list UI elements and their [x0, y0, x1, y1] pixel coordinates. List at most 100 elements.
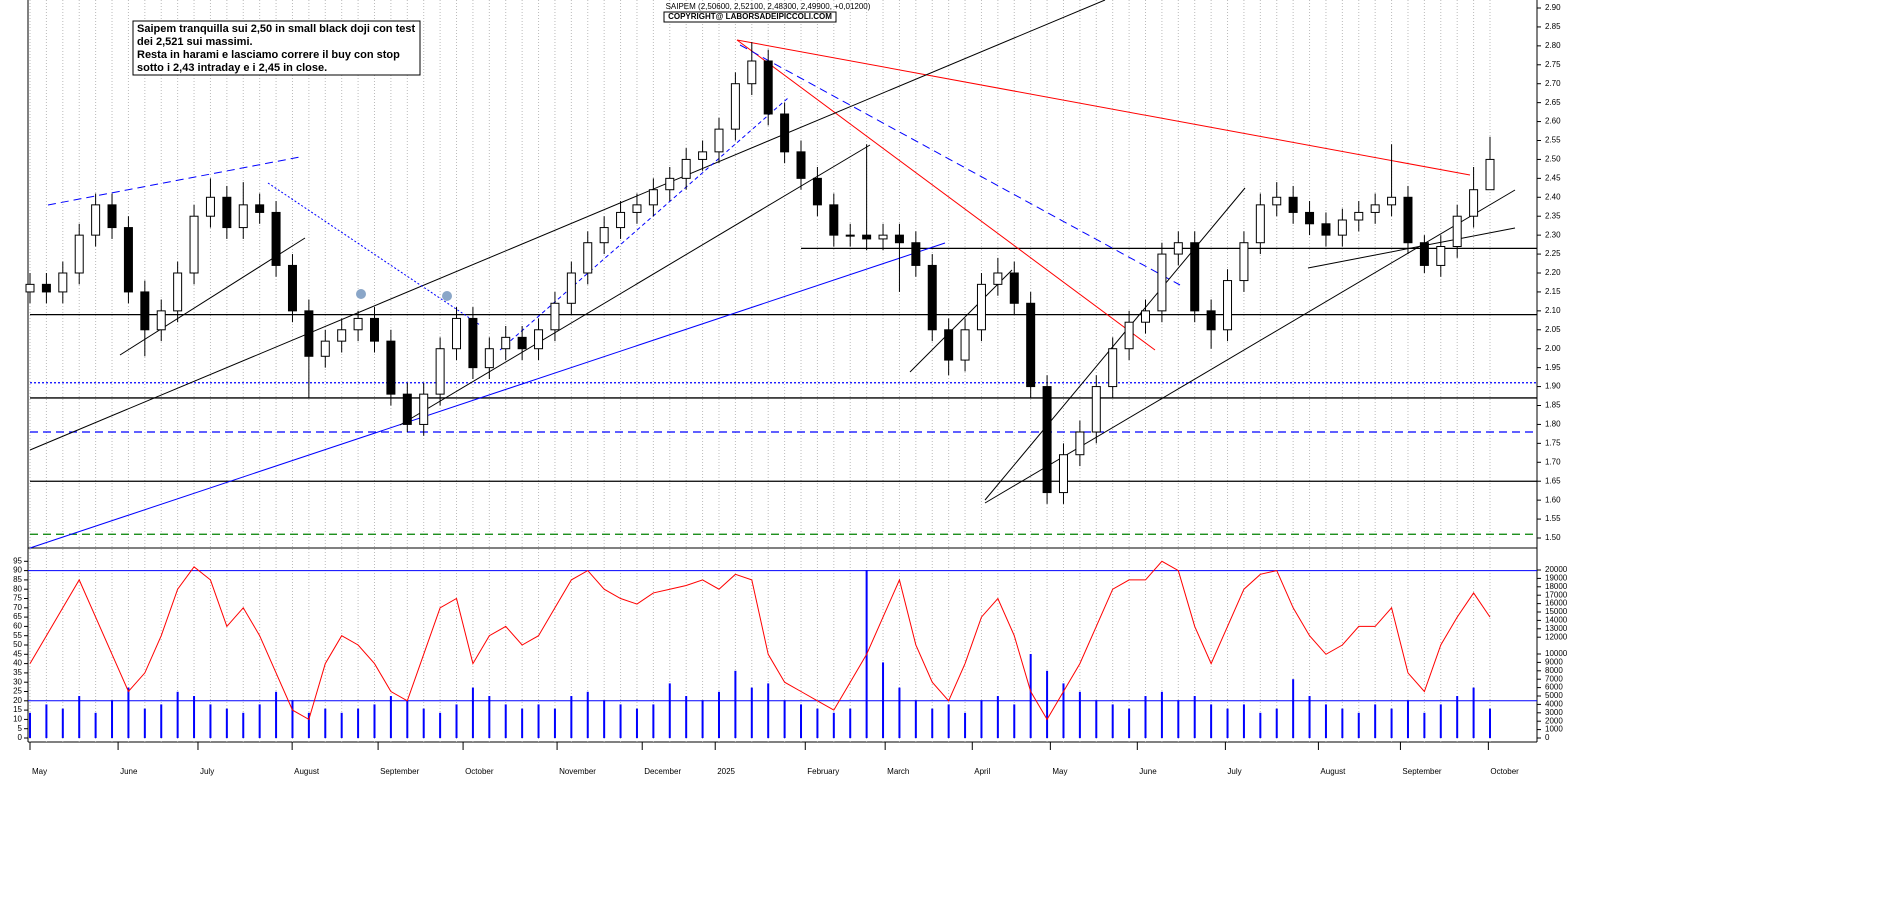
volume-tick-label: 0 [1545, 733, 1550, 742]
volume-bar [816, 708, 819, 738]
volume-bar [193, 696, 196, 738]
candle-body [353, 317, 363, 331]
trend-line [909, 269, 1013, 373]
volume-bar [1341, 708, 1344, 738]
candle-body [484, 348, 494, 369]
volume-bar [143, 708, 146, 738]
volume-bar [258, 704, 261, 738]
x-tick-label: March [887, 767, 909, 776]
candle-body [796, 151, 806, 179]
osc-tick-label: 35 [13, 668, 22, 677]
volume-bar [1275, 708, 1278, 738]
volume-bar [1177, 700, 1180, 738]
candle-body [1223, 280, 1233, 331]
x-tick-label: December [644, 767, 681, 776]
candle-body [1469, 189, 1479, 217]
x-tick-label: April [974, 767, 990, 776]
volume-tick-label: 14000 [1545, 616, 1568, 625]
osc-tick-label: 40 [13, 659, 22, 668]
y-tick-label: 2.00 [1545, 344, 1561, 353]
volume-bar [1226, 708, 1229, 738]
osc-tick-label: 50 [13, 640, 22, 649]
candle-body [386, 340, 396, 395]
volume-tick-label: 2000 [1545, 716, 1563, 725]
volume-bar [1128, 708, 1131, 738]
annotation-line: dei 2,521 sui massimi. [137, 36, 253, 48]
volume-tick-label: 16000 [1545, 599, 1568, 608]
candle-body [402, 393, 412, 425]
volume-bar [1062, 683, 1065, 738]
marker [442, 291, 452, 301]
volume-bar [422, 708, 425, 738]
volume-bar [127, 687, 130, 738]
osc-tick-label: 0 [18, 733, 23, 742]
y-tick-label: 2.45 [1545, 173, 1561, 182]
trend-line [736, 39, 1156, 351]
y-tick-label: 2.35 [1545, 211, 1561, 220]
y-tick-label: 1.85 [1545, 401, 1561, 410]
annotation-box: Saipem tranquilla sui 2,50 in small blac… [132, 20, 421, 76]
volume-bar [1078, 691, 1081, 738]
candle-body [681, 158, 691, 179]
trend-line [267, 182, 481, 326]
candle-body [238, 204, 248, 229]
candle-body [534, 329, 544, 350]
volume-bar [471, 687, 474, 738]
candle-body [812, 177, 822, 206]
volume-bar [603, 700, 606, 738]
volume-bar [996, 696, 999, 738]
volume-bar [685, 696, 688, 738]
volume-bar [1456, 696, 1459, 738]
candle-body [1058, 454, 1068, 494]
candle-body [976, 283, 986, 331]
candle-body [1452, 215, 1462, 247]
marker [356, 289, 366, 299]
volume-bar [1489, 708, 1491, 738]
candle-body [501, 336, 511, 350]
y-tick-label: 1.50 [1545, 533, 1561, 542]
volume-bar [1111, 704, 1114, 738]
volume-bar [668, 683, 671, 738]
volume-tick-label: 13000 [1545, 624, 1568, 633]
candle-body [1419, 242, 1429, 266]
chart-title: SAIPEM (2,50600, 2,52100, 2,48300, 2,499… [666, 2, 871, 11]
candle-body [1009, 272, 1019, 304]
volume-bar [619, 704, 622, 738]
volume-bar [373, 704, 376, 738]
osc-tick-label: 85 [13, 575, 22, 584]
candle-body [1141, 310, 1151, 323]
candle-body [140, 291, 150, 331]
candle-body [1042, 386, 1052, 494]
volume-bar [307, 712, 310, 738]
candle-body [862, 234, 872, 240]
osc-tick-label: 20 [13, 696, 22, 705]
y-tick-label: 2.80 [1545, 41, 1561, 50]
annotation-line: Saipem tranquilla sui 2,50 in small blac… [137, 23, 415, 35]
volume-tick-label: 15000 [1545, 607, 1568, 616]
candle-body [107, 204, 117, 229]
candle-body [369, 317, 379, 342]
y-tick-label: 1.65 [1545, 476, 1561, 485]
osc-tick-label: 65 [13, 612, 22, 621]
x-tick-label: October [465, 767, 494, 776]
candle-body [1206, 310, 1216, 331]
volume-bar [455, 704, 458, 738]
candle-body [337, 329, 347, 342]
y-tick-label: 2.65 [1545, 98, 1561, 107]
volume-bar [209, 704, 212, 738]
y-tick-label: 2.15 [1545, 287, 1561, 296]
y-tick-label: 1.60 [1545, 495, 1561, 504]
x-tick-label: May [32, 767, 47, 776]
volume-bar [586, 691, 589, 738]
candle-body [287, 264, 297, 312]
candle-body [927, 264, 937, 331]
volume-bar [1439, 704, 1442, 738]
volume-bar [176, 691, 179, 738]
candle-body [1091, 386, 1101, 433]
volume-bar [1160, 691, 1163, 738]
x-tick-label: November [559, 767, 596, 776]
candle-body [156, 310, 166, 331]
volume-bar [160, 704, 163, 738]
candle-body [1239, 242, 1249, 282]
volume-bar [734, 670, 737, 738]
